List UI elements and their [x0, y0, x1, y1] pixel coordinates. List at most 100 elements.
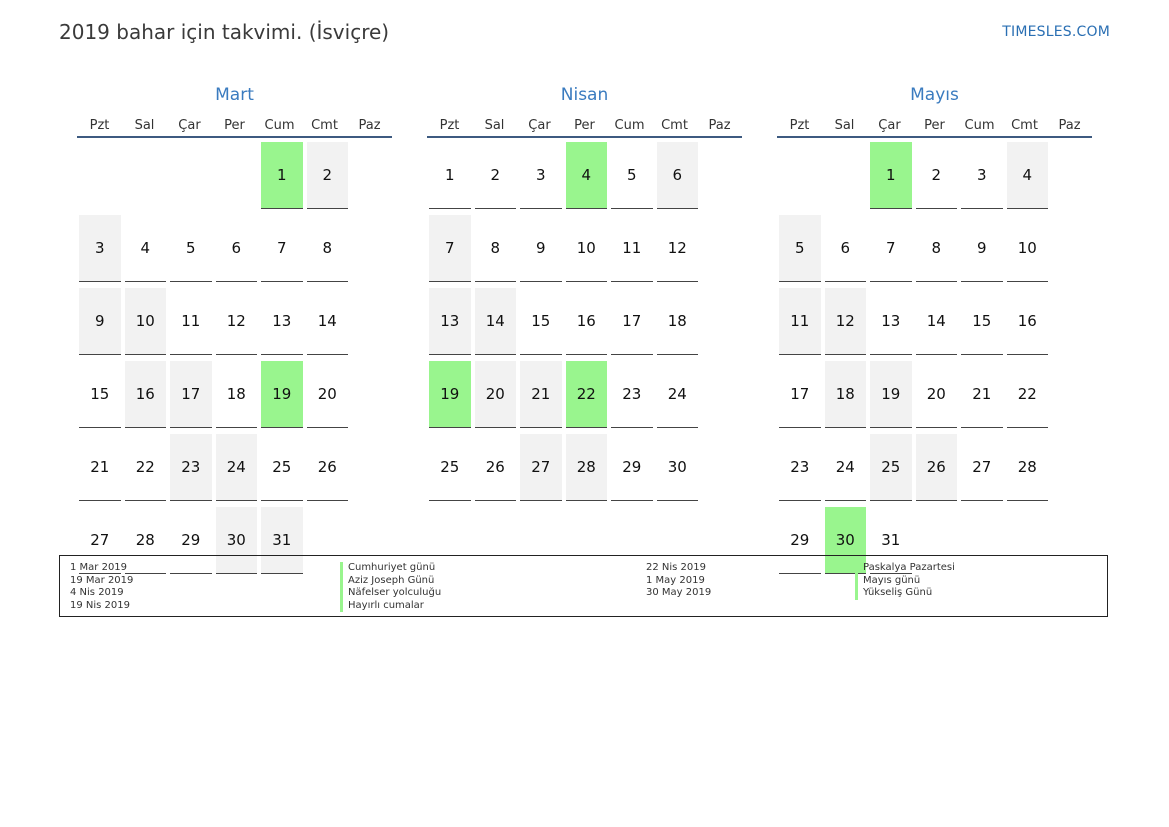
day-cell: 16 — [565, 288, 607, 355]
day-cell: 12 — [215, 288, 257, 355]
day-cell: 3 — [79, 215, 121, 282]
day-cell: 18 — [656, 288, 698, 355]
day-cell: 6 — [215, 215, 257, 282]
day-cell: 30 — [656, 434, 698, 501]
day-cell: 25 — [261, 434, 303, 501]
day-cell: 5 — [611, 142, 653, 209]
day-cell: 24 — [656, 361, 698, 428]
weekday-label: Sal — [834, 118, 855, 133]
holiday-legend: 1 Mar 2019 19 Mar 2019 4 Nis 2019 19 Nis… — [59, 555, 1108, 617]
month-title: Nisan — [560, 85, 609, 105]
day-cell: 29 — [611, 434, 653, 501]
day-cell: 17 — [779, 361, 821, 428]
day-cell: 17 — [611, 288, 653, 355]
empty-day-cell — [216, 142, 258, 209]
legend-dates-col-1: 1 Mar 2019 19 Mar 2019 4 Nis 2019 19 Nis… — [70, 562, 133, 612]
weekday-label: Çar — [178, 118, 201, 133]
legend-dates-col-2: 22 Nis 2019 1 May 2019 30 May 2019 — [646, 562, 711, 600]
legend-holiday-name: Hayırlı cumalar — [340, 599, 441, 612]
day-cell: 8 — [915, 215, 957, 282]
day-cell: 13 — [261, 288, 303, 355]
day-cell: 20 — [915, 361, 957, 428]
weekday-header: Pzt Sal Çar Per Cum Cmt Paz — [777, 116, 1092, 138]
weekday-label: Per — [574, 118, 595, 133]
month-mart: Mart Pzt Sal Çar Per Cum Cmt Paz 1 2 3 4 5 6 7 8 9 10 11… — [77, 84, 392, 580]
day-cell: 8 — [306, 215, 348, 282]
holiday-day-cell: 30 — [824, 507, 866, 574]
day-cell: 28 — [124, 507, 166, 574]
day-cell: 14 — [474, 288, 516, 355]
empty-day-cell — [125, 142, 167, 209]
day-cell: 24 — [824, 434, 866, 501]
weekday-label: Paz — [708, 118, 731, 133]
holiday-day-cell: 22 — [565, 361, 607, 428]
legend-date: 1 Mar 2019 — [70, 562, 128, 573]
day-cell: 30 — [215, 507, 257, 574]
legend-names-col-1: Cumhuriyet günü Aziz Joseph Günü Näfelse… — [340, 562, 441, 612]
weekday-label: Paz — [358, 118, 381, 133]
day-cell: 20 — [306, 361, 348, 428]
day-cell: 19 — [870, 361, 912, 428]
holiday-day-cell: 19 — [261, 361, 303, 428]
legend-date: 4 Nis 2019 — [70, 587, 124, 598]
day-cell: 6 — [656, 142, 698, 209]
day-cell: 23 — [611, 361, 653, 428]
day-cell: 8 — [474, 215, 516, 282]
weekday-label: Sal — [134, 118, 155, 133]
day-cell: 14 — [915, 288, 957, 355]
legend-holiday-name: Paskalya Pazartesi — [855, 562, 955, 575]
day-cell: 13 — [429, 288, 471, 355]
day-cell: 25 — [870, 434, 912, 501]
day-cell: 10 — [565, 215, 607, 282]
weekday-header: Pzt Sal Çar Per Cum Cmt Paz — [427, 116, 742, 138]
day-cell: 2 — [306, 142, 348, 209]
weekday-label: Per — [924, 118, 945, 133]
day-cell: 28 — [565, 434, 607, 501]
brand-link[interactable]: TIMESLES.COM — [1002, 24, 1110, 40]
day-cell: 29 — [170, 507, 212, 574]
day-cell: 11 — [779, 288, 821, 355]
day-cell: 13 — [870, 288, 912, 355]
legend-date: 1 May 2019 — [646, 574, 705, 586]
day-cell: 1 — [429, 142, 471, 209]
holiday-day-cell: 1 — [261, 142, 303, 209]
weekday-label: Cum — [264, 118, 295, 133]
empty-day-cell — [170, 142, 212, 209]
day-cell: 29 — [779, 507, 821, 574]
legend-date: 19 Nis 2019 — [70, 599, 130, 611]
empty-day-cell — [825, 142, 867, 209]
day-cell: 4 — [1006, 142, 1048, 209]
day-cell: 3 — [961, 142, 1003, 209]
empty-day-cell — [79, 142, 121, 209]
weekday-header: Pzt Sal Çar Per Cum Cmt Paz — [77, 116, 392, 138]
day-grid: 1 2 3 4 5 6 7 8 9 10 11 12 13 14 15 16 17 18 19 20 21 22 23 24 2… — [77, 142, 392, 580]
weekday-label: Pzt — [89, 118, 110, 133]
day-cell: 2 — [474, 142, 516, 209]
day-cell: 27 — [79, 507, 121, 574]
day-cell: 7 — [261, 215, 303, 282]
legend-holiday-name: Mayıs günü — [855, 574, 955, 587]
day-cell: 17 — [170, 361, 212, 428]
day-cell: 23 — [779, 434, 821, 501]
day-cell: 6 — [824, 215, 866, 282]
weekday-label: Cum — [964, 118, 995, 133]
weekday-label: Pzt — [789, 118, 810, 133]
weekday-label: Pzt — [439, 118, 460, 133]
day-cell: 26 — [306, 434, 348, 501]
holiday-day-cell: 4 — [565, 142, 607, 209]
day-cell: 9 — [79, 288, 121, 355]
day-grid: 1 2 3 4 5 6 7 8 9 10 11 12 13 14 15 16 17 18 19 20 21 22 23 24 2… — [777, 142, 1092, 580]
day-cell: 7 — [429, 215, 471, 282]
page-title: 2019 bahar için takvimi. (İsviçre) — [59, 20, 390, 44]
holiday-day-cell: 19 — [429, 361, 471, 428]
weekday-label: Çar — [878, 118, 901, 133]
weekday-label: Paz — [1058, 118, 1081, 133]
legend-holiday-name: Näfelser yolculuğu — [340, 587, 441, 600]
day-cell: 11 — [611, 215, 653, 282]
month-mayis: Mayıs Pzt Sal Çar Per Cum Cmt Paz 1 2 3 4 5 6 7 8 9 10 1… — [777, 84, 1092, 580]
day-cell: 22 — [1006, 361, 1048, 428]
day-cell: 31 — [870, 507, 912, 574]
day-cell: 21 — [79, 434, 121, 501]
day-cell: 21 — [520, 361, 562, 428]
day-cell: 28 — [1006, 434, 1048, 501]
